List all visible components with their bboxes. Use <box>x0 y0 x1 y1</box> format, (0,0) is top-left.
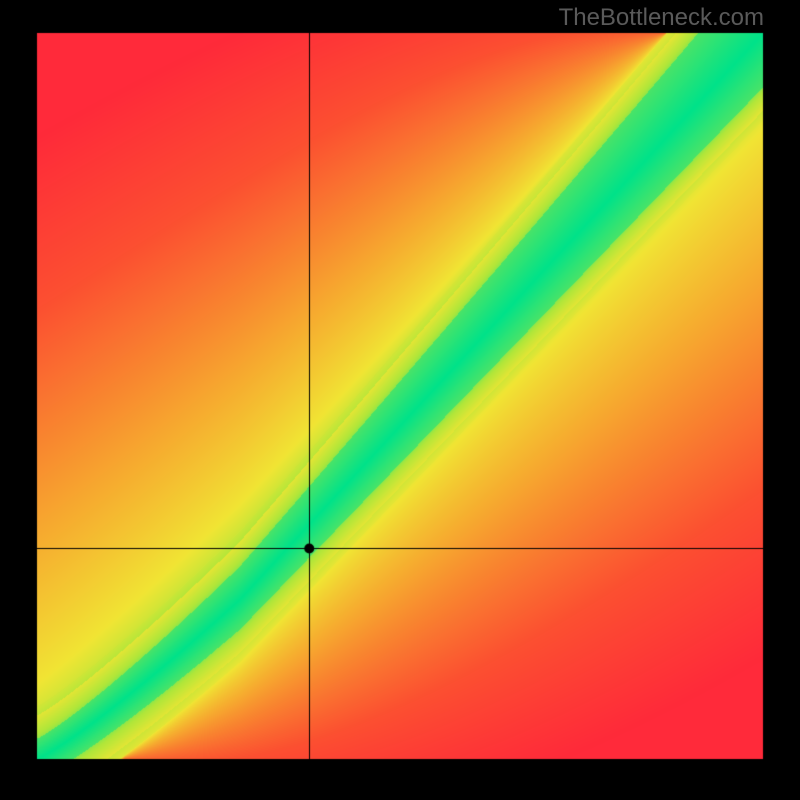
bottleneck-heatmap <box>0 0 800 800</box>
watermark-text: TheBottleneck.com <box>559 4 764 32</box>
chart-container: TheBottleneck.com <box>0 0 800 800</box>
